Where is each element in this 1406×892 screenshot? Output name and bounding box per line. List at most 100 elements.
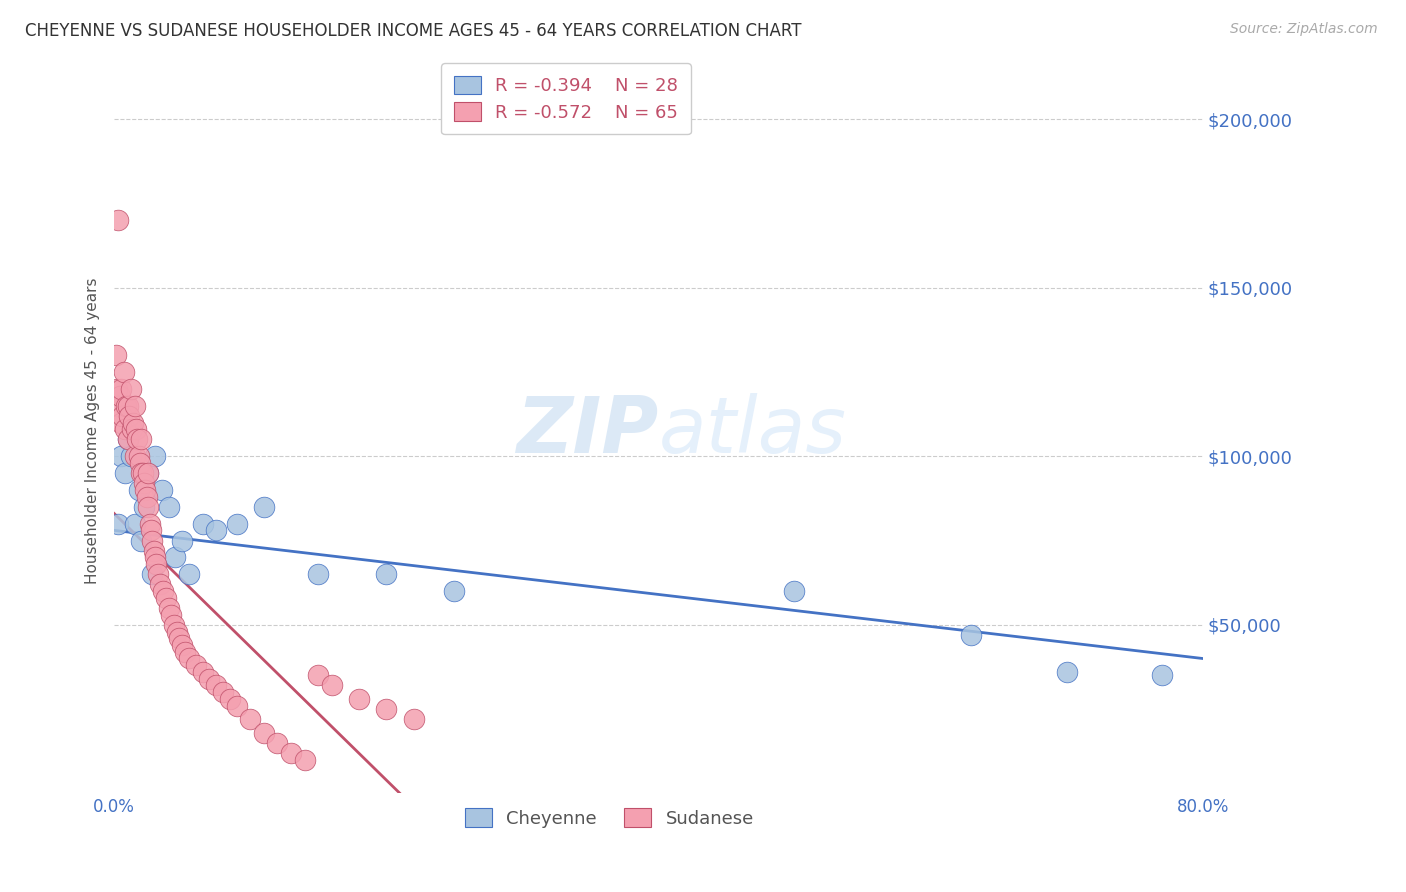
Point: [347, 692, 370, 706]
Point: [205, 678, 228, 692]
Point: [117, 433, 139, 447]
Point: [122, 416, 145, 430]
Point: [110, 382, 132, 396]
Point: [198, 672, 221, 686]
Point: [117, 433, 139, 447]
Point: [157, 601, 180, 615]
Point: [142, 543, 165, 558]
Text: Source: ZipAtlas.com: Source: ZipAtlas.com: [1230, 22, 1378, 37]
Point: [107, 213, 129, 227]
Point: [128, 483, 150, 497]
Point: [131, 466, 153, 480]
Point: [136, 466, 159, 480]
Point: [1056, 665, 1078, 679]
Point: [139, 524, 162, 538]
Point: [1150, 668, 1173, 682]
Point: [132, 466, 155, 480]
Point: [143, 550, 166, 565]
Point: [128, 449, 150, 463]
Point: [375, 702, 398, 716]
Point: [307, 567, 329, 582]
Point: [145, 557, 167, 571]
Point: [115, 399, 138, 413]
Point: [253, 725, 276, 739]
Y-axis label: Householder Income Ages 45 - 64 years: Householder Income Ages 45 - 64 years: [86, 277, 100, 584]
Point: [110, 449, 132, 463]
Point: [135, 490, 157, 504]
Point: [177, 651, 200, 665]
Point: [191, 516, 214, 531]
Point: [107, 399, 129, 413]
Point: [114, 466, 136, 480]
Point: [129, 456, 152, 470]
Point: [111, 409, 134, 423]
Point: [120, 382, 142, 396]
Point: [166, 624, 188, 639]
Point: [134, 500, 156, 514]
Point: [160, 607, 183, 622]
Point: [239, 712, 262, 726]
Point: [125, 422, 148, 436]
Point: [225, 516, 247, 531]
Point: [112, 365, 135, 379]
Point: [150, 483, 173, 497]
Point: [184, 658, 207, 673]
Point: [172, 638, 194, 652]
Point: [124, 516, 146, 531]
Point: [105, 382, 128, 396]
Point: [136, 466, 159, 480]
Legend: Cheyenne, Sudanese: Cheyenne, Sudanese: [458, 801, 761, 835]
Point: [960, 628, 983, 642]
Point: [266, 736, 288, 750]
Point: [138, 516, 160, 531]
Text: CHEYENNE VS SUDANESE HOUSEHOLDER INCOME AGES 45 - 64 YEARS CORRELATION CHART: CHEYENNE VS SUDANESE HOUSEHOLDER INCOME …: [25, 22, 801, 40]
Text: atlas: atlas: [658, 393, 846, 469]
Point: [118, 409, 141, 423]
Point: [165, 550, 187, 565]
Point: [155, 591, 177, 605]
Point: [172, 533, 194, 548]
Point: [174, 645, 197, 659]
Point: [375, 567, 398, 582]
Point: [443, 584, 465, 599]
Point: [157, 500, 180, 514]
Point: [177, 567, 200, 582]
Point: [108, 388, 131, 402]
Point: [321, 678, 343, 692]
Point: [307, 668, 329, 682]
Point: [141, 533, 163, 548]
Text: ZIP: ZIP: [516, 393, 658, 469]
Point: [124, 449, 146, 463]
Point: [143, 449, 166, 463]
Point: [169, 632, 191, 646]
Point: [134, 476, 156, 491]
Point: [127, 433, 149, 447]
Point: [212, 685, 235, 699]
Point: [110, 416, 132, 430]
Point: [114, 422, 136, 436]
Point: [117, 399, 139, 413]
Point: [149, 577, 172, 591]
Point: [134, 483, 156, 497]
Point: [146, 567, 169, 582]
Point: [136, 500, 159, 514]
Point: [225, 698, 247, 713]
Point: [104, 348, 127, 362]
Point: [218, 692, 240, 706]
Point: [294, 753, 316, 767]
Point: [205, 524, 228, 538]
Point: [191, 665, 214, 679]
Point: [107, 516, 129, 531]
Point: [131, 533, 153, 548]
Point: [253, 500, 276, 514]
Point: [131, 433, 153, 447]
Point: [163, 617, 186, 632]
Point: [124, 399, 146, 413]
Point: [121, 422, 143, 436]
Point: [120, 449, 142, 463]
Point: [280, 746, 302, 760]
Point: [402, 712, 425, 726]
Point: [141, 567, 163, 582]
Point: [783, 584, 806, 599]
Point: [152, 584, 174, 599]
